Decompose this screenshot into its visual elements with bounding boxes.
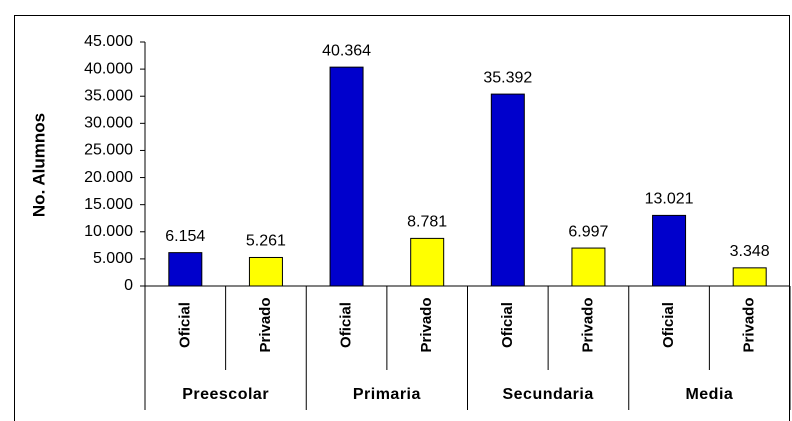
- group-label: Media: [685, 386, 733, 403]
- value-label: 3.348: [730, 243, 770, 260]
- y-tick-label: 25.000: [84, 142, 133, 159]
- value-label: 40.364: [322, 42, 371, 59]
- y-tick-label: 15.000: [84, 196, 133, 213]
- bar: [732, 267, 767, 287]
- group-label: Preescolar: [182, 386, 269, 403]
- y-tick-label: 45.000: [84, 33, 133, 50]
- x-tick-label: Oficial: [338, 302, 355, 348]
- y-axis-label: No. Alumnos: [29, 113, 48, 217]
- x-tick-label: Oficial: [499, 302, 516, 348]
- bar: [329, 66, 364, 287]
- value-label: 6.997: [568, 223, 608, 240]
- value-label: 8.781: [407, 214, 447, 231]
- x-tick-label: Oficial: [660, 302, 677, 348]
- group-label: Primaria: [353, 386, 421, 403]
- bar: [571, 247, 606, 287]
- bar: [652, 214, 687, 287]
- bar: [248, 256, 283, 287]
- x-tick-label: Privado: [418, 297, 435, 352]
- x-tick-label: Privado: [579, 297, 596, 352]
- value-label: 35.392: [483, 69, 532, 86]
- y-tick-label: 30.000: [84, 115, 133, 132]
- y-tick-label: 0: [124, 277, 133, 294]
- bar: [410, 237, 445, 287]
- x-tick-label: Oficial: [176, 302, 193, 348]
- value-label: 5.261: [246, 233, 286, 250]
- bar: [168, 252, 203, 287]
- y-tick-label: 40.000: [84, 60, 133, 77]
- bar: [490, 93, 525, 287]
- x-tick-label: Privado: [257, 297, 274, 352]
- value-label: 13.021: [645, 191, 694, 208]
- y-tick-label: 35.000: [84, 87, 133, 104]
- y-tick-label: 20.000: [84, 169, 133, 186]
- y-tick-label: 10.000: [84, 223, 133, 240]
- x-tick-label: Privado: [741, 297, 758, 352]
- group-label: Secundaria: [502, 386, 593, 403]
- value-label: 6.154: [165, 228, 205, 245]
- y-tick-label: 5.000: [93, 250, 133, 267]
